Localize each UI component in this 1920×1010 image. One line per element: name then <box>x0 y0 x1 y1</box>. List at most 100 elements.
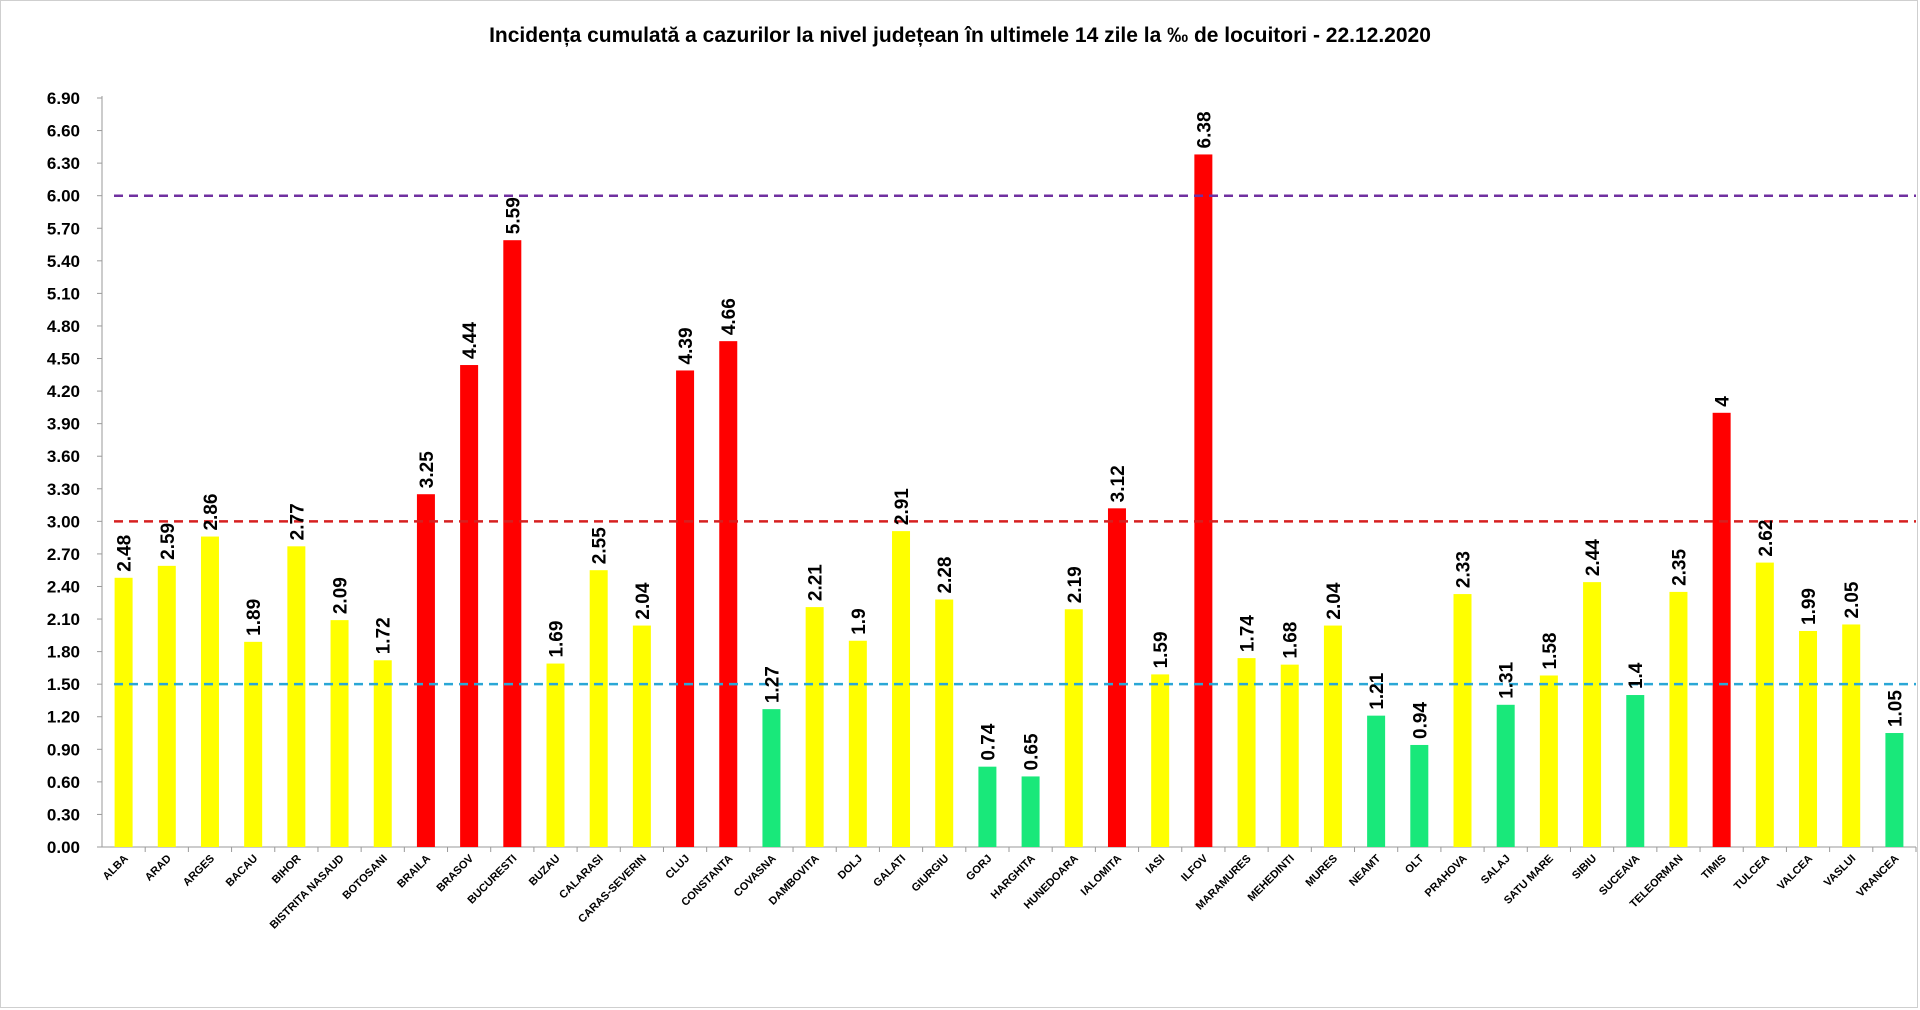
data-label: 4.44 <box>460 322 481 359</box>
data-label: 1.99 <box>1799 588 1820 625</box>
x-tick-label: BACAU <box>224 853 261 890</box>
data-label: 1.4 <box>1626 662 1647 689</box>
y-tick-label: 4.20 <box>47 382 80 401</box>
data-label: 1.05 <box>1885 690 1906 727</box>
y-tick-label: 4.80 <box>47 317 80 336</box>
threshold-lines <box>114 194 1916 686</box>
y-tick-label: 3.00 <box>47 512 80 531</box>
data-label: 2.28 <box>935 557 956 594</box>
data-label: 4 <box>1713 396 1734 407</box>
y-tick-label: 2.70 <box>47 545 80 564</box>
y-tick-label: 5.10 <box>47 284 80 303</box>
bar-neamt <box>1367 715 1386 847</box>
data-label: 4.66 <box>719 298 740 335</box>
bar-ilfov <box>1194 154 1213 847</box>
x-tick-label: NEAMT <box>1347 852 1383 888</box>
bar-dambovita <box>805 607 824 847</box>
x-tick-label: ALBA <box>101 853 131 883</box>
y-tick-label: 6.60 <box>47 122 80 141</box>
data-label: 2.77 <box>287 503 308 540</box>
x-tick-label: VRANCEA <box>1855 853 1902 900</box>
bar-mures <box>1323 625 1342 847</box>
data-label: 1.68 <box>1281 622 1302 659</box>
data-label: 2.09 <box>331 577 352 614</box>
y-tick-label: 6.90 <box>47 89 80 108</box>
bar-gorj <box>978 766 997 847</box>
bar-galati <box>892 531 911 847</box>
bar-satu-mare <box>1539 675 1558 847</box>
x-tick-label: BUZAU <box>527 853 563 889</box>
bar-bacau <box>244 641 263 847</box>
data-label: 2.33 <box>1454 551 1475 588</box>
data-label: 2.62 <box>1756 520 1777 557</box>
bar-brasov <box>460 365 479 847</box>
bar-tulcea <box>1755 562 1774 847</box>
x-tick-label: BIHOR <box>270 853 304 887</box>
y-tick-label: 6.00 <box>47 187 80 206</box>
y-tick-label: 0.30 <box>47 805 80 824</box>
bar-bihor <box>287 546 306 847</box>
bar-olt <box>1410 744 1429 847</box>
bar-iasi <box>1151 674 1170 847</box>
data-label: 3.12 <box>1108 465 1129 502</box>
bar-caras-severin <box>632 625 651 847</box>
bar-botosani <box>373 660 392 847</box>
y-tick-label: 3.30 <box>47 480 80 499</box>
data-label: 1.9 <box>849 608 870 634</box>
bar-hunedoara <box>1064 609 1083 847</box>
y-tick-label: 0.60 <box>47 773 80 792</box>
bar-alba <box>114 577 133 847</box>
x-tick-label: CLUJ <box>663 853 692 882</box>
x-tick-label: SUCEAVA <box>1597 853 1642 898</box>
bar-salaj <box>1496 704 1515 847</box>
x-tick-label: ILFOV <box>1179 852 1211 884</box>
bar-bistrita-nasaud <box>330 620 349 847</box>
data-label: 2.55 <box>590 527 611 564</box>
x-tick-label: VASLUI <box>1822 853 1858 889</box>
bar-cluj <box>676 370 695 847</box>
data-label: 2.19 <box>1065 566 1086 603</box>
bar-vrancea <box>1885 733 1904 847</box>
y-tick-label: 5.70 <box>47 219 80 238</box>
bar-covasna <box>762 709 781 847</box>
data-label: 2.35 <box>1669 548 1690 585</box>
data-label: 2.04 <box>1324 582 1345 619</box>
y-tick-label: 2.40 <box>47 577 80 596</box>
data-label: 2.91 <box>892 488 913 525</box>
x-tick-label: BOTOSANI <box>340 853 389 902</box>
x-tick-label: MEHEDINTI <box>1246 853 1297 904</box>
data-label: 1.58 <box>1540 633 1561 670</box>
y-tick-label: 0.00 <box>47 838 80 857</box>
bar-sibiu <box>1583 582 1602 847</box>
y-tick-label: 2.10 <box>47 610 80 629</box>
bar-harghita <box>1021 776 1040 847</box>
data-labels: 2.48 2.59 2.86 1.89 2.77 2.09 1.72 3.25 4.44 5.59… <box>115 111 1907 770</box>
bar-arad <box>157 565 176 847</box>
data-label: 1.69 <box>547 621 568 658</box>
x-tick-label: GALATI <box>871 853 908 890</box>
data-label: 1.31 <box>1497 661 1518 698</box>
data-label: 0.74 <box>978 723 999 760</box>
bar-prahova <box>1453 594 1472 847</box>
bar-vaslui <box>1842 624 1861 847</box>
x-tick-label: MURES <box>1303 853 1340 890</box>
chart-title: Incidența cumulată a cazurilor la nivel … <box>489 24 1431 47</box>
bar-braila <box>416 494 435 847</box>
data-label: 1.27 <box>762 666 783 703</box>
bar-giurgiu <box>935 599 954 847</box>
y-tick-label: 1.20 <box>47 708 80 727</box>
x-tick-label: VALCEA <box>1775 853 1815 893</box>
y-tick-label: 4.50 <box>47 350 80 369</box>
bar-timis <box>1712 412 1731 847</box>
data-label: 0.65 <box>1022 733 1043 770</box>
bar-ialomita <box>1107 508 1126 847</box>
data-label: 0.94 <box>1410 702 1431 739</box>
data-label: 1.59 <box>1151 631 1172 668</box>
bar-maramures <box>1237 658 1256 847</box>
x-tick-label: BISTRITA NASAUD <box>268 853 347 932</box>
y-tick-label: 5.40 <box>47 252 80 271</box>
x-tick-label: OLT <box>1403 852 1427 876</box>
data-label: 2.21 <box>806 564 827 601</box>
x-tick-label: BRASOV <box>434 852 476 894</box>
y-tick-label: 3.90 <box>47 415 80 434</box>
